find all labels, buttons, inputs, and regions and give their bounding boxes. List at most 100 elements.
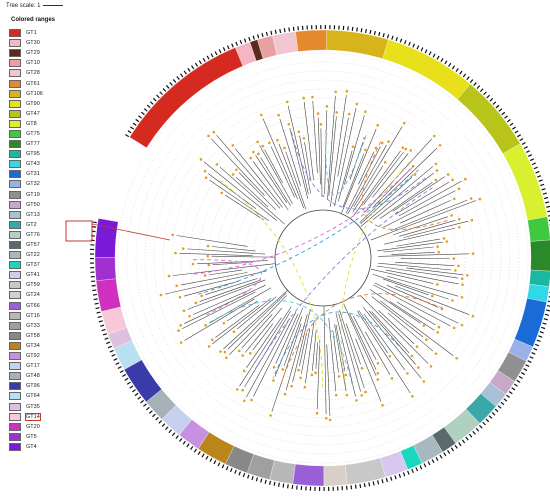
legend-item-gt29: GT29 bbox=[6, 48, 64, 58]
legend-swatch bbox=[9, 362, 21, 371]
dashed-link bbox=[218, 179, 324, 389]
guide-ring bbox=[162, 97, 484, 419]
leaf-marker bbox=[355, 399, 358, 402]
legend-item-gt57: GT57 bbox=[6, 240, 64, 250]
outer-tick bbox=[104, 337, 109, 340]
ring-segment-gt61 bbox=[295, 29, 327, 52]
outer-tick bbox=[473, 82, 477, 86]
outer-tick bbox=[111, 353, 116, 357]
legend-swatch bbox=[9, 281, 21, 290]
leaf-marker bbox=[401, 146, 405, 149]
leaf-marker bbox=[206, 254, 210, 258]
outer-tick bbox=[377, 480, 380, 485]
legend-item-gt14: GT14 bbox=[6, 412, 64, 422]
legend-swatch bbox=[9, 129, 21, 138]
root-ring bbox=[274, 209, 372, 307]
tree-branch bbox=[223, 290, 288, 350]
legend-label: GT5 bbox=[26, 433, 37, 440]
outer-tick bbox=[455, 67, 459, 72]
legend-item-gt17: GT17 bbox=[6, 361, 64, 371]
tree-branch bbox=[245, 317, 291, 398]
tree-branch bbox=[305, 320, 315, 384]
legend-label: GT33 bbox=[26, 322, 40, 329]
tree-branch bbox=[334, 324, 347, 392]
outer-tick bbox=[274, 29, 277, 34]
legend-item-gt95: GT95 bbox=[6, 149, 64, 159]
tree-branch bbox=[399, 220, 456, 237]
leaf-marker bbox=[182, 309, 186, 313]
outer-tick bbox=[277, 482, 280, 487]
leaf-marker bbox=[220, 191, 224, 195]
highlight-connector bbox=[91, 223, 171, 241]
leaf-marker bbox=[424, 338, 428, 341]
legend-item-gt48: GT48 bbox=[6, 371, 64, 381]
legend-item-gt22: GT22 bbox=[6, 250, 64, 260]
legend-swatch bbox=[9, 442, 21, 451]
outer-tick bbox=[465, 436, 469, 441]
legend-item-gt32: GT32 bbox=[6, 179, 64, 189]
legend-item-gt43: GT43 bbox=[6, 159, 64, 169]
outer-tick bbox=[161, 423, 166, 427]
tree-branch bbox=[360, 295, 429, 364]
tree-branch bbox=[383, 246, 434, 253]
outer-tick bbox=[538, 179, 543, 182]
dashed-link bbox=[362, 141, 448, 230]
tree-branch bbox=[352, 165, 384, 213]
outer-tick bbox=[542, 322, 547, 325]
outer-tick bbox=[535, 170, 540, 174]
guide-ring bbox=[243, 178, 403, 338]
tree-branch bbox=[403, 220, 469, 238]
leaf-marker bbox=[413, 173, 417, 176]
legend-swatch bbox=[9, 412, 21, 421]
ring-segment-gt24 bbox=[323, 464, 348, 487]
outer-tick bbox=[101, 328, 106, 332]
legend-item-gt33: GT33 bbox=[6, 321, 64, 331]
outer-tick bbox=[495, 104, 500, 109]
outer-tick bbox=[504, 115, 509, 119]
legend-label: GT77 bbox=[26, 141, 40, 148]
tree-branch bbox=[371, 311, 410, 354]
outer-tick bbox=[533, 166, 538, 170]
outer-tick bbox=[381, 479, 384, 484]
guide-ring bbox=[216, 151, 430, 365]
tree-branch bbox=[396, 301, 436, 326]
outer-tick bbox=[288, 27, 291, 32]
outer-tick bbox=[542, 192, 547, 195]
legend-label: GT32 bbox=[26, 181, 40, 188]
outer-tick bbox=[459, 70, 463, 75]
guide-ring bbox=[189, 124, 457, 392]
leaf-marker bbox=[188, 314, 191, 318]
tree-branch bbox=[349, 141, 364, 180]
leaf-marker bbox=[376, 371, 380, 375]
tree-branch bbox=[215, 304, 260, 338]
leaf-marker bbox=[374, 146, 378, 150]
outer-tick bbox=[209, 457, 213, 463]
dashed-link bbox=[209, 300, 353, 385]
leaf-marker bbox=[478, 197, 482, 201]
outer-tick bbox=[97, 315, 102, 319]
tree-branch bbox=[363, 313, 406, 371]
outer-tick bbox=[516, 379, 521, 383]
legend-swatch bbox=[9, 251, 21, 260]
leaf-marker bbox=[435, 169, 439, 172]
legend-swatch bbox=[9, 402, 21, 411]
outer-tick bbox=[218, 49, 222, 54]
outer-tick bbox=[92, 225, 97, 228]
outer-tick bbox=[193, 448, 198, 453]
tree-branch bbox=[376, 265, 459, 279]
outer-tick bbox=[368, 482, 371, 487]
outer-tick bbox=[255, 477, 259, 482]
leaf-marker bbox=[376, 123, 379, 127]
outer-tick bbox=[537, 175, 542, 178]
tree-branch bbox=[216, 134, 281, 209]
legend-label: GT59 bbox=[26, 282, 40, 289]
leaf-marker bbox=[422, 380, 426, 383]
leaf-marker bbox=[207, 345, 211, 348]
outer-tick bbox=[178, 438, 183, 442]
outer-tick bbox=[273, 481, 276, 486]
outer-tick bbox=[187, 67, 191, 72]
tree-branch bbox=[377, 241, 443, 252]
tree-branch bbox=[370, 268, 434, 284]
tree-branch bbox=[239, 306, 292, 387]
leaf-marker bbox=[345, 393, 349, 397]
